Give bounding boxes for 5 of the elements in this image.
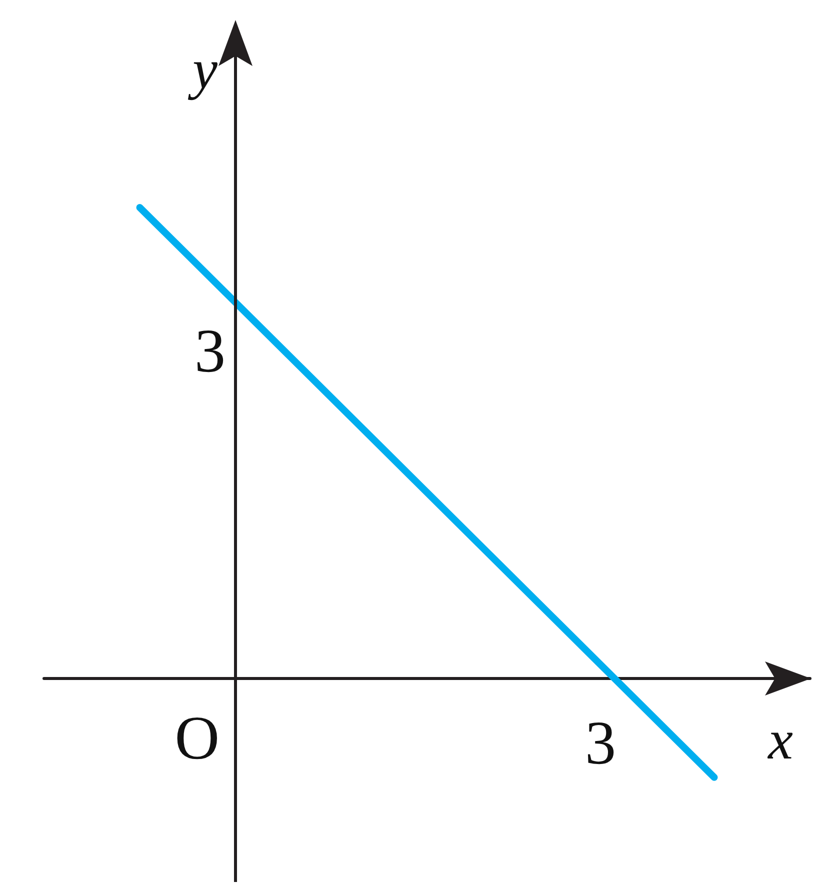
annotation: 3 (585, 709, 616, 778)
y-axis-title: y (188, 39, 218, 101)
x-axis-title: x (767, 709, 794, 772)
annotation: 3 (194, 317, 226, 386)
annotation: O (174, 704, 220, 772)
